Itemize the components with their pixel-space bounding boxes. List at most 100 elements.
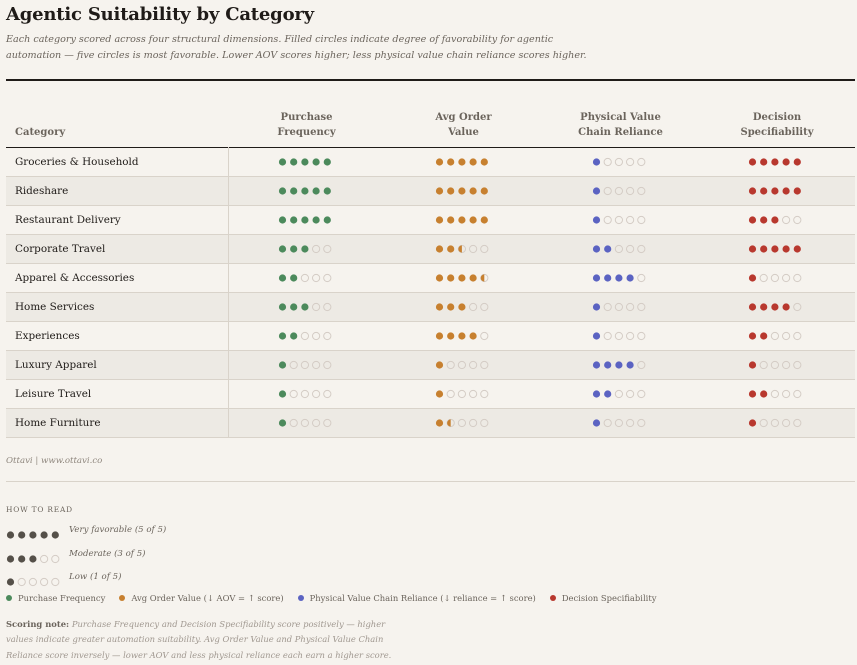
dot-filled: [592, 361, 600, 369]
score-cell-avg-order-value: [385, 205, 542, 235]
column-header-decision-specifiability: Decision Specifiability: [699, 110, 855, 148]
dot-empty: [793, 418, 802, 428]
dot-filled: [480, 158, 488, 166]
dot-empty: [468, 244, 477, 254]
dot-filled: [771, 158, 779, 166]
dot-filled: [278, 390, 286, 398]
dot-empty: [300, 360, 309, 370]
score-dots: [435, 302, 488, 312]
dot-filled: [760, 332, 768, 340]
score-dots: [278, 273, 332, 283]
score-cell-physical-value-chain: [542, 234, 699, 264]
score-cell-decision-specifiability: [699, 292, 855, 322]
score-dots: [592, 389, 645, 399]
dot-filled: [469, 187, 477, 195]
legend-label: Physical Value Chain Reliance (↓ relianc…: [309, 593, 536, 603]
dot-filled: [457, 332, 465, 340]
dot-filled: [771, 216, 779, 224]
score-dots: [435, 216, 488, 224]
table-row: Rideshare: [6, 176, 855, 206]
dot-filled: [323, 187, 331, 195]
dot-filled: [278, 419, 286, 427]
score-cell-decision-specifiability: [699, 263, 855, 293]
score-dots: [435, 331, 488, 341]
dot-filled: [435, 419, 443, 427]
score-dots-wrapper: [278, 157, 336, 167]
scoring-note: Scoring note: Purchase Frequency and Dec…: [6, 617, 401, 663]
how-to-read-very-favorable: Very favorable (5 of 5): [6, 525, 166, 539]
dot-empty: [759, 418, 768, 428]
score-dots: [592, 157, 645, 167]
dot-filled: [6, 531, 15, 539]
score-dots-wrapper: [592, 418, 650, 428]
score-dots-wrapper: [278, 186, 336, 196]
dot-filled: [278, 332, 286, 340]
table-row: Leisure Travel: [6, 379, 855, 409]
score-dots: [278, 158, 331, 166]
dot-filled: [760, 303, 768, 311]
score-dots-wrapper: [748, 389, 806, 399]
column-header-decision-specifiability-label: Decision Specifiability: [740, 112, 814, 138]
dot-filled: [793, 187, 801, 195]
dot-empty: [468, 418, 477, 428]
dot-filled: [748, 158, 757, 166]
dot-empty: [311, 302, 320, 312]
category-name: Leisure Travel: [6, 379, 228, 409]
dot-filled: [603, 390, 611, 398]
dot-filled: [323, 216, 331, 224]
score-dots: [748, 215, 802, 225]
score-dots: [6, 531, 59, 539]
dot-filled: [278, 274, 286, 282]
score-dots-wrapper: [748, 360, 806, 370]
dot-filled: [301, 303, 309, 311]
dot-filled: [312, 216, 320, 224]
dot-empty: [300, 331, 309, 341]
dot-filled: [748, 274, 757, 282]
score-dots: [748, 302, 802, 312]
dot-empty: [457, 418, 466, 428]
score-dots: [435, 158, 488, 166]
dot-empty: [614, 331, 623, 341]
how-to-read-label: Moderate (3 of 5): [69, 549, 146, 559]
score-dots-wrapper: [592, 215, 650, 225]
table-row: Experiences: [6, 321, 855, 351]
dot-filled: [457, 274, 465, 282]
score-dots-wrapper: [278, 389, 336, 399]
dot-empty: [770, 360, 779, 370]
dot-empty: [457, 389, 466, 399]
score-dots-wrapper: [435, 389, 493, 399]
dot-empty: [636, 157, 645, 167]
dot-empty: [625, 186, 634, 196]
legend-item-physical-value-chain: Physical Value Chain Reliance (↓ relianc…: [297, 593, 536, 603]
column-header-purchase-frequency-label: Purchase Frequency: [277, 112, 336, 138]
dot-filled: [446, 332, 454, 340]
score-dots-wrapper: [592, 360, 650, 370]
dot-empty: [636, 360, 645, 370]
dot-empty: [603, 418, 612, 428]
score-dots: [435, 244, 488, 254]
dot-empty: [322, 244, 332, 254]
category-legend: Purchase Frequency Avg Order Value (↓ AO…: [6, 593, 670, 603]
source-credit: Ottavi | www.ottavi.co: [6, 456, 103, 466]
column-header-avg-order-value-label: Avg Order Value: [435, 112, 492, 138]
score-dots: [278, 331, 332, 341]
dot-filled: [748, 361, 757, 369]
dot-empty: [625, 215, 634, 225]
dot-partial: [480, 274, 484, 282]
column-header-avg-order-value: Avg Order Value: [385, 110, 542, 148]
legend-item-purchase-frequency: Purchase Frequency: [6, 593, 105, 603]
dot-empty: [603, 186, 612, 196]
score-dots-wrapper: [748, 244, 806, 254]
column-header-category: Category: [15, 127, 66, 138]
dot-filled: [748, 419, 757, 427]
score-cell-purchase-frequency: [227, 321, 385, 351]
page-subtitle: Each category scored across four structu…: [6, 34, 587, 61]
score-dots: [6, 554, 60, 564]
dot-empty: [457, 244, 466, 254]
dot-filled: [603, 361, 611, 369]
dot-filled: [301, 245, 309, 253]
score-dots: [748, 389, 802, 399]
score-dots-wrapper: [748, 418, 806, 428]
dot-empty: [782, 215, 791, 225]
page-title: Agentic Suitability by Category: [6, 4, 314, 25]
